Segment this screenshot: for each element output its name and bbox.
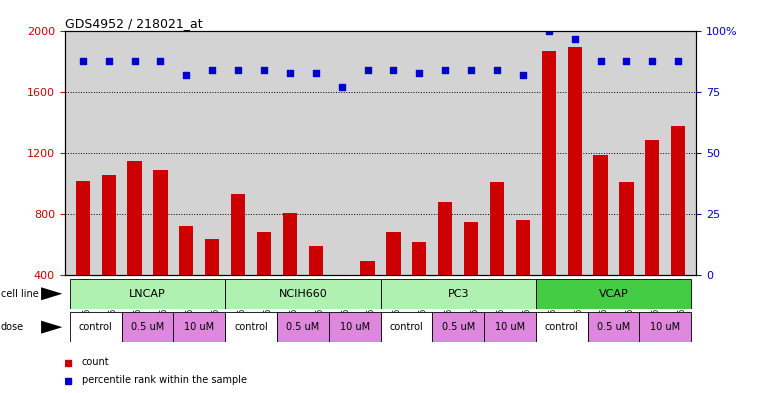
Bar: [335, 278, 349, 336]
Bar: [205, 239, 219, 336]
Bar: [225, 312, 277, 342]
Text: control: control: [545, 322, 578, 332]
Bar: [464, 222, 478, 336]
Polygon shape: [41, 287, 62, 300]
Point: [232, 67, 244, 73]
Point: [568, 36, 581, 42]
Bar: [174, 312, 225, 342]
Bar: [619, 182, 634, 336]
Point: [361, 67, 374, 73]
Bar: [594, 155, 607, 336]
Bar: [412, 242, 426, 336]
Point: [413, 70, 425, 76]
Bar: [671, 126, 686, 336]
Point: [206, 67, 218, 73]
Bar: [122, 312, 174, 342]
Point: [258, 67, 270, 73]
Text: 10 uM: 10 uM: [339, 322, 370, 332]
Bar: [639, 312, 691, 342]
Text: NCIH660: NCIH660: [279, 289, 327, 299]
Bar: [536, 312, 587, 342]
Bar: [127, 161, 142, 336]
Point: [154, 57, 167, 64]
Text: 10 uM: 10 uM: [184, 322, 215, 332]
Bar: [75, 181, 90, 336]
Bar: [361, 261, 374, 336]
Bar: [587, 312, 639, 342]
Point: [180, 72, 193, 79]
Bar: [257, 232, 271, 336]
Text: 0.5 uM: 0.5 uM: [597, 322, 630, 332]
Point: [103, 57, 115, 64]
Bar: [329, 312, 380, 342]
Point: [310, 70, 322, 76]
Point: [336, 84, 348, 91]
Text: 0.5 uM: 0.5 uM: [286, 322, 320, 332]
Point: [284, 70, 296, 76]
Bar: [225, 279, 380, 309]
Point: [620, 57, 632, 64]
Bar: [70, 312, 122, 342]
Bar: [542, 51, 556, 336]
Bar: [484, 312, 536, 342]
Bar: [438, 202, 452, 336]
Text: control: control: [234, 322, 268, 332]
Point: [543, 28, 555, 35]
Text: percentile rank within the sample: percentile rank within the sample: [82, 375, 247, 385]
Point: [77, 57, 89, 64]
Bar: [568, 47, 581, 336]
Text: LNCAP: LNCAP: [129, 289, 166, 299]
Bar: [380, 312, 432, 342]
Point: [491, 67, 503, 73]
Point: [387, 67, 400, 73]
Text: cell line: cell line: [1, 289, 39, 299]
Text: control: control: [390, 322, 423, 332]
Text: 0.5 uM: 0.5 uM: [441, 322, 475, 332]
Text: count: count: [82, 357, 110, 367]
Text: 10 uM: 10 uM: [495, 322, 525, 332]
Bar: [490, 182, 504, 336]
Text: control: control: [79, 322, 113, 332]
Text: 10 uM: 10 uM: [650, 322, 680, 332]
Text: 0.5 uM: 0.5 uM: [131, 322, 164, 332]
Bar: [516, 220, 530, 336]
Bar: [180, 226, 193, 336]
Text: PC3: PC3: [447, 289, 469, 299]
Point: [672, 57, 684, 64]
Bar: [536, 279, 691, 309]
Text: dose: dose: [1, 322, 24, 332]
Bar: [309, 246, 323, 336]
Bar: [283, 213, 297, 336]
Point: [517, 72, 529, 79]
Bar: [277, 312, 329, 342]
Bar: [101, 174, 116, 336]
Bar: [70, 279, 225, 309]
Bar: [432, 312, 484, 342]
Point: [646, 57, 658, 64]
Bar: [380, 279, 536, 309]
Text: VCAP: VCAP: [599, 289, 629, 299]
Bar: [387, 232, 400, 336]
Point: [465, 67, 477, 73]
Polygon shape: [41, 321, 62, 334]
Bar: [645, 140, 660, 336]
Text: GDS4952 / 218021_at: GDS4952 / 218021_at: [65, 17, 202, 30]
Bar: [154, 170, 167, 336]
Bar: [231, 195, 245, 336]
Point: [129, 57, 141, 64]
Point: [439, 67, 451, 73]
Point: [594, 57, 607, 64]
